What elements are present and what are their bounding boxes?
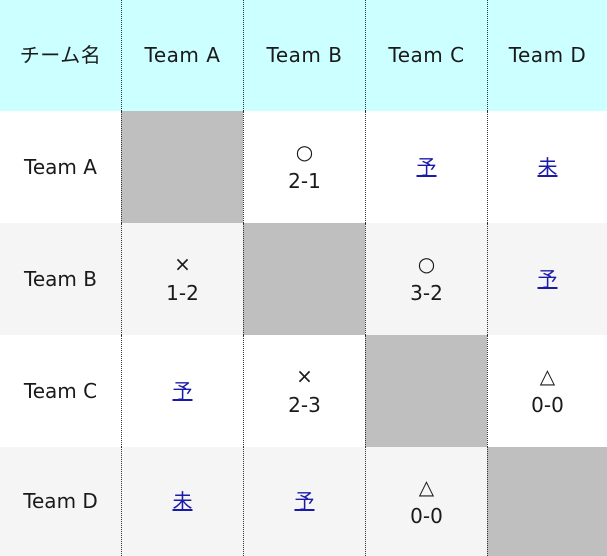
result-cell-a-vs-c: 予	[365, 111, 487, 223]
header-cell-team-b: Team B	[243, 0, 365, 111]
scheduled-match-link[interactable]: 予	[294, 489, 315, 513]
header-cell-team-name: チーム名	[0, 0, 121, 111]
row-team-name: Team C	[23, 378, 98, 403]
header-cell-team-d: Team D	[487, 0, 607, 111]
result-cell-d-vs-a: 未	[121, 447, 243, 556]
self-match-cell	[243, 223, 365, 335]
result-cell-a-vs-d: 未	[487, 111, 607, 223]
row-team-name: Team A	[24, 154, 97, 179]
result-symbol: ×	[174, 252, 191, 276]
team-d-header: Team D	[508, 43, 587, 67]
result-cell-b-vs-a: × 1-2	[121, 223, 243, 335]
result-symbol: ○	[417, 252, 436, 276]
result-score: 3-2	[410, 281, 443, 305]
result-cell-c-vs-a: 予	[121, 335, 243, 447]
self-match-cell	[365, 335, 487, 447]
team-name-header: チーム名	[19, 43, 102, 67]
self-match-cell	[487, 447, 607, 556]
team-a-header: Team A	[144, 43, 221, 67]
result-symbol: ○	[295, 140, 314, 164]
row-label-team-a: Team A	[0, 111, 121, 223]
result-score: 2-3	[288, 393, 321, 417]
result-cell-d-vs-c: △ 0-0	[365, 447, 487, 556]
result-cell-b-vs-d: 予	[487, 223, 607, 335]
team-b-header: Team B	[266, 43, 343, 67]
result-symbol: ×	[296, 364, 313, 388]
scheduled-match-link[interactable]: 予	[416, 154, 437, 179]
row-team-name: Team D	[23, 489, 98, 513]
result-cell-d-vs-b: 予	[243, 447, 365, 556]
result-cell-c-vs-b: × 2-3	[243, 335, 365, 447]
result-score: 2-1	[288, 169, 321, 193]
scheduled-match-link[interactable]: 予	[172, 378, 193, 403]
row-label-team-c: Team C	[0, 335, 121, 447]
result-symbol: △	[418, 474, 435, 499]
header-cell-team-c: Team C	[365, 0, 487, 111]
team-c-header: Team C	[388, 43, 465, 67]
result-cell-b-vs-c: ○ 3-2	[365, 223, 487, 335]
result-score: 1-2	[166, 281, 199, 305]
row-label-team-b: Team B	[0, 223, 121, 335]
row-label-team-d: Team D	[0, 447, 121, 556]
self-match-cell	[121, 111, 243, 223]
result-score: 0-0	[531, 393, 564, 417]
scheduled-match-link[interactable]: 予	[537, 266, 558, 291]
unplayed-match-link[interactable]: 未	[172, 489, 193, 513]
result-score: 0-0	[410, 503, 443, 528]
result-symbol: △	[539, 364, 556, 388]
unplayed-match-link[interactable]: 未	[537, 154, 558, 179]
result-cell-a-vs-b: ○ 2-1	[243, 111, 365, 223]
result-cell-c-vs-d: △ 0-0	[487, 335, 607, 447]
header-cell-team-a: Team A	[121, 0, 243, 111]
row-team-name: Team B	[24, 266, 97, 291]
